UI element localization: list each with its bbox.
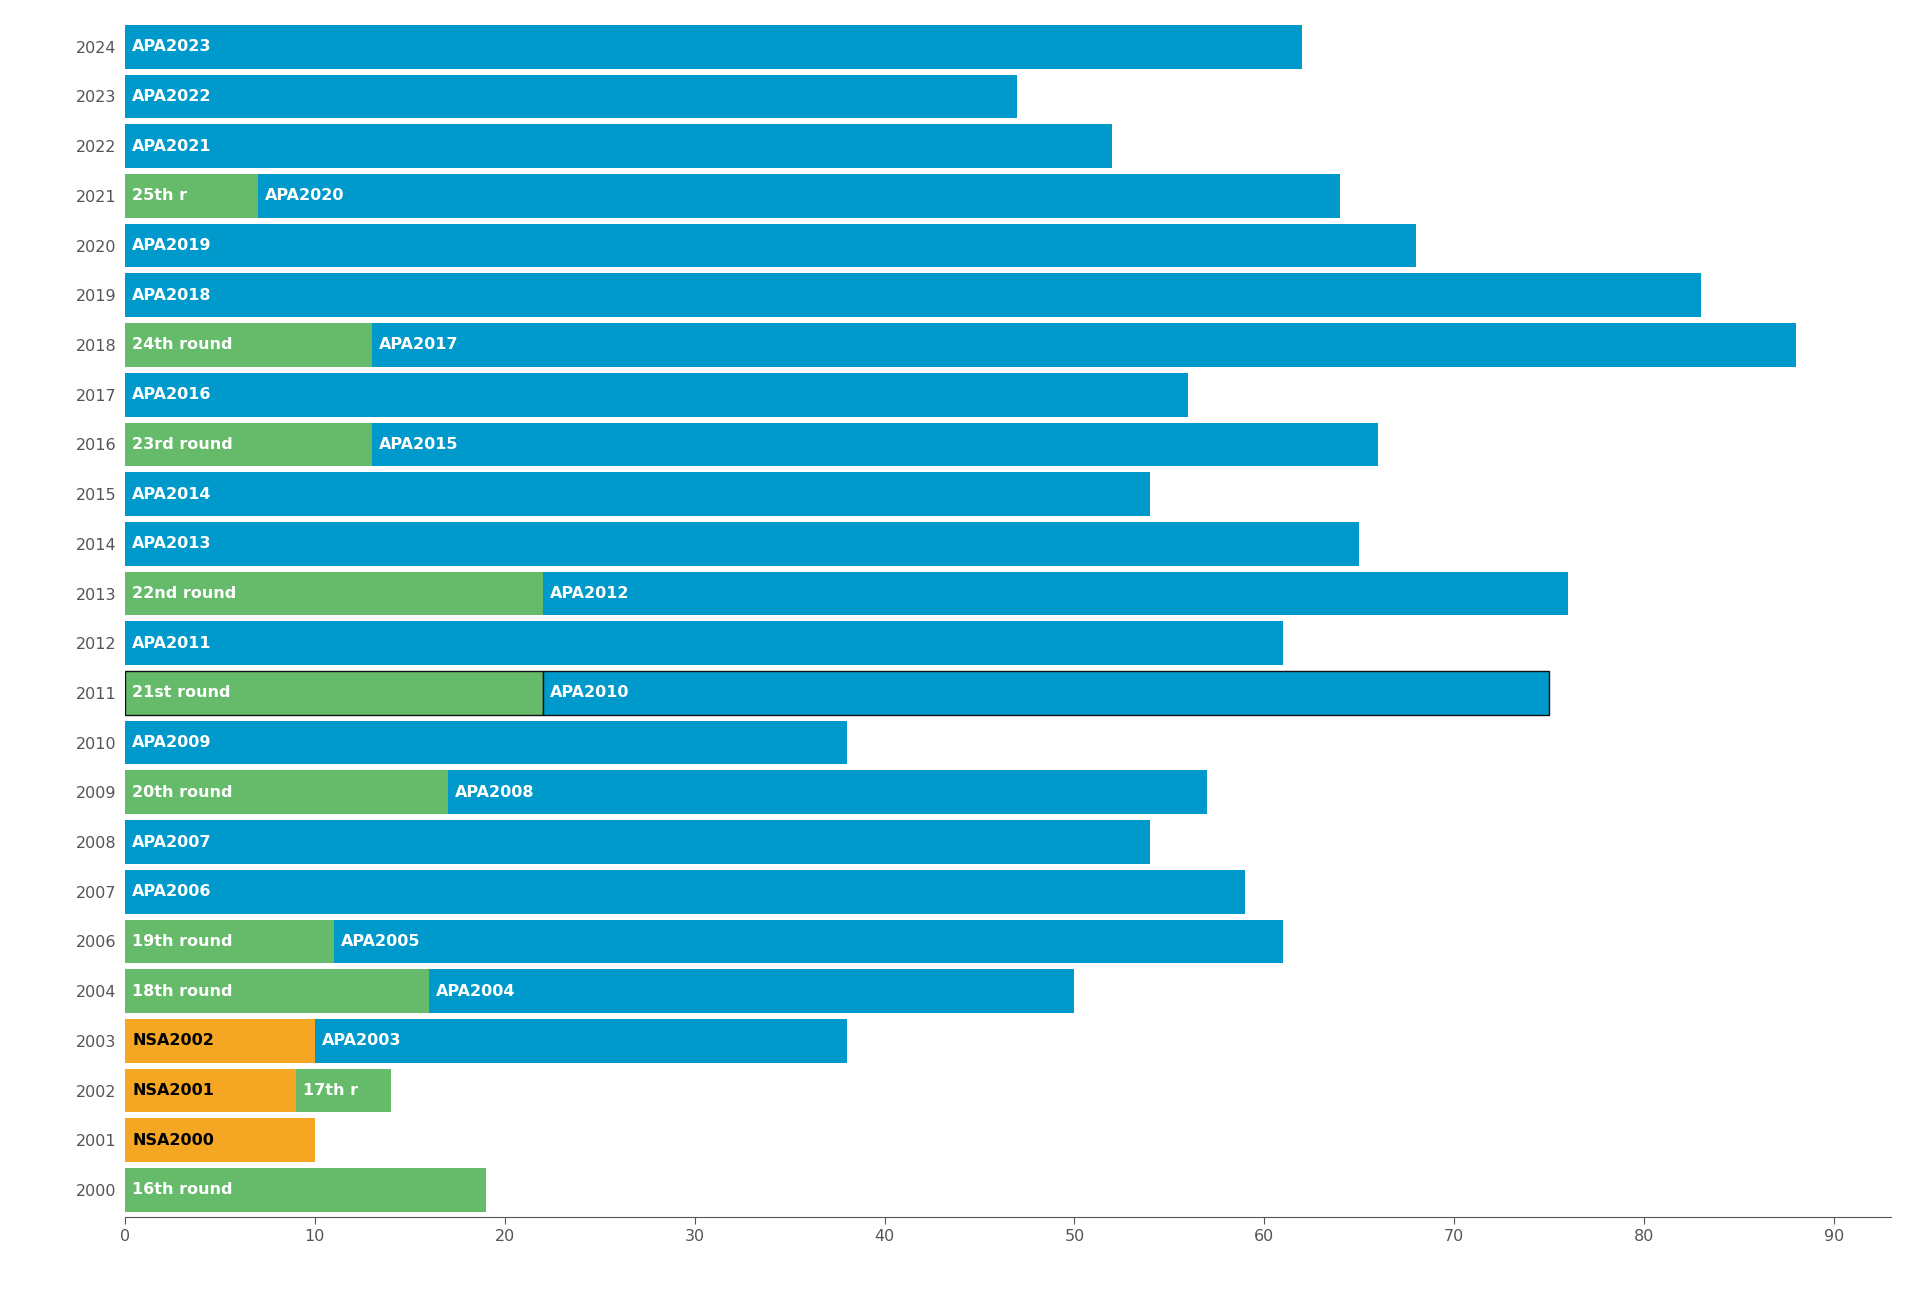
Text: 20th round: 20th round: [132, 785, 232, 800]
Text: APA2009: APA2009: [132, 736, 211, 750]
Text: APA2014: APA2014: [132, 487, 211, 501]
Text: APA2004: APA2004: [436, 984, 516, 998]
Text: NSA2001: NSA2001: [132, 1083, 215, 1098]
Text: APA2020: APA2020: [265, 188, 346, 203]
Bar: [543, 671, 1549, 715]
Bar: [125, 671, 543, 715]
Text: APA2023: APA2023: [132, 39, 211, 54]
Bar: [125, 1068, 296, 1112]
Text: APA2013: APA2013: [132, 536, 211, 552]
Text: NSA2000: NSA2000: [132, 1133, 215, 1147]
Text: 22nd round: 22nd round: [132, 587, 236, 601]
Text: 23rd round: 23rd round: [132, 436, 232, 452]
Bar: [125, 75, 1018, 118]
Bar: [125, 522, 1359, 566]
Text: APA2006: APA2006: [132, 884, 211, 899]
Text: NSA2002: NSA2002: [132, 1033, 215, 1049]
Bar: [125, 571, 543, 615]
Bar: [296, 1068, 390, 1112]
Bar: [125, 174, 257, 218]
Bar: [125, 870, 1246, 913]
Bar: [257, 174, 1340, 218]
Text: 19th round: 19th round: [132, 934, 232, 949]
Text: APA2012: APA2012: [551, 587, 630, 601]
Text: APA2008: APA2008: [455, 785, 536, 800]
Bar: [125, 25, 1302, 69]
Bar: [543, 571, 1569, 615]
Text: 24th round: 24th round: [132, 338, 232, 352]
Text: APA2011: APA2011: [132, 636, 211, 650]
Text: 17th r: 17th r: [303, 1083, 359, 1098]
Text: APA2019: APA2019: [132, 238, 211, 253]
Text: APA2005: APA2005: [342, 934, 420, 949]
Bar: [125, 324, 372, 366]
Text: APA2003: APA2003: [323, 1033, 401, 1049]
Text: APA2007: APA2007: [132, 834, 211, 850]
Bar: [125, 622, 1283, 666]
Text: APA2022: APA2022: [132, 89, 211, 104]
Bar: [447, 771, 1208, 815]
Bar: [125, 1019, 315, 1063]
Bar: [125, 721, 847, 764]
Bar: [334, 919, 1283, 963]
Text: 16th round: 16th round: [132, 1182, 232, 1198]
Text: APA2017: APA2017: [380, 338, 459, 352]
Bar: [125, 771, 447, 815]
Bar: [125, 473, 1150, 515]
Bar: [125, 1119, 315, 1162]
Bar: [125, 422, 372, 466]
Text: 25th r: 25th r: [132, 188, 188, 203]
Bar: [125, 124, 1112, 168]
Bar: [125, 919, 334, 963]
Bar: [125, 373, 1188, 417]
Bar: [125, 969, 428, 1013]
Bar: [125, 1168, 486, 1212]
Bar: [125, 273, 1701, 317]
Bar: [372, 324, 1797, 366]
Text: APA2010: APA2010: [551, 685, 630, 701]
Text: 21st round: 21st round: [132, 685, 230, 701]
Text: APA2016: APA2016: [132, 387, 211, 403]
Bar: [372, 422, 1379, 466]
Bar: [125, 820, 1150, 864]
Bar: [315, 1019, 847, 1063]
Bar: [125, 224, 1417, 268]
Bar: [428, 969, 1075, 1013]
Text: APA2018: APA2018: [132, 287, 211, 303]
Text: APA2015: APA2015: [380, 436, 459, 452]
Text: 18th round: 18th round: [132, 984, 232, 998]
Text: APA2021: APA2021: [132, 139, 211, 154]
